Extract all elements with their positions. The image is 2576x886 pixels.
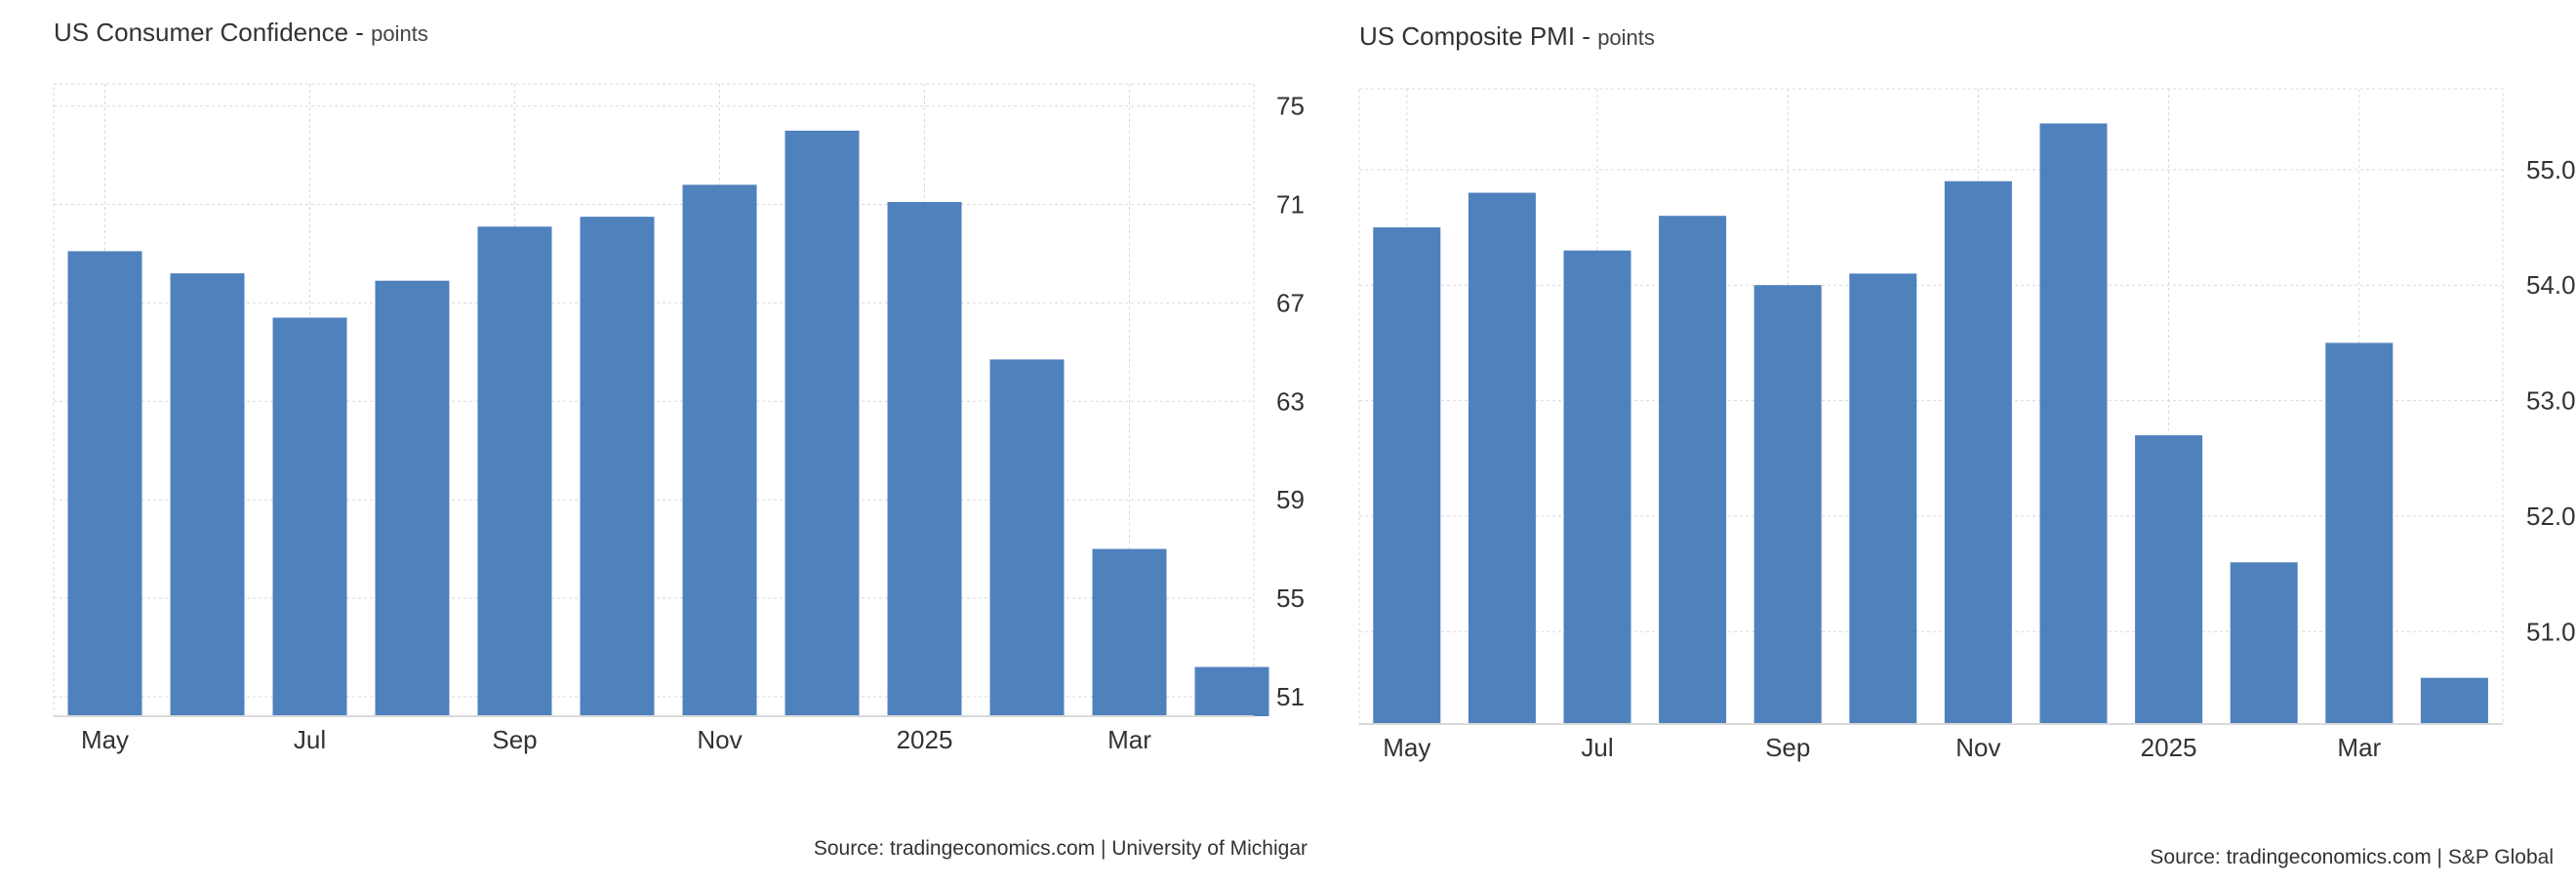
chart-unit: points [1597, 25, 1655, 50]
bar [989, 359, 1065, 716]
bar [1468, 192, 1536, 724]
y-tick-label: 55.0 [2526, 155, 2576, 184]
composite-pmi-chart: 51.0 52.0 53.0 54.0 55.0 May Jul Sep Nov 2025 Mar [1358, 88, 2576, 762]
y-tick-label: 67 [1276, 288, 1305, 317]
x-tick-label: Mar [1107, 725, 1151, 754]
y-tick-label: 53.0 [2526, 386, 2576, 416]
bar [1092, 548, 1167, 716]
chart-unit: points [371, 21, 428, 46]
bar [887, 202, 962, 717]
bar [2420, 677, 2488, 724]
bar [2230, 562, 2298, 724]
y-tick-label: 63 [1276, 386, 1305, 416]
bar [1849, 273, 1917, 724]
y-tick-label: 54.0 [2526, 270, 2576, 300]
chart-title: US Composite PMI - points [1359, 21, 1655, 51]
composite-pmi-panel: US Composite PMI - points 51.0 52.0 53.0 54… [1308, 0, 2576, 886]
y-tick-label: 51.0 [2526, 617, 2576, 646]
x-tick-label: May [1383, 733, 1430, 762]
bar [1659, 216, 1727, 724]
consumer-confidence-panel: US Consumer Confidence - points 51 55 59 63… [53, 18, 1308, 860]
bar [375, 280, 450, 716]
x-tick-label: Sep [1765, 733, 1810, 762]
chart-title: US Consumer Confidence - points [54, 18, 428, 47]
x-tick-label: 2025 [897, 725, 953, 754]
y-tick-label: 55 [1276, 584, 1305, 613]
x-tick-label: May [81, 725, 129, 754]
y-tick-label: 71 [1276, 190, 1305, 220]
bar [1944, 181, 2012, 724]
chart-source: Source: tradingeconomics.com | Universit… [813, 837, 1308, 860]
bar [67, 251, 142, 716]
bar [682, 184, 757, 716]
x-tick-label: Nov [697, 725, 742, 754]
x-tick-label: Sep [492, 725, 537, 754]
y-tick-label: 75 [1276, 92, 1305, 121]
bar [1373, 227, 1441, 724]
consumer-confidence-chart: 51 55 59 63 67 71 75 May Jul Sep Nov 2025 Mar [53, 83, 1305, 754]
x-tick-label: Mar [2337, 733, 2381, 762]
bar [2039, 123, 2108, 724]
y-tick-label: 59 [1276, 485, 1305, 514]
y-tick-label: 52.0 [2526, 502, 2576, 531]
x-tick-label: Jul [1581, 733, 1613, 762]
bar [1563, 250, 1631, 724]
bar [272, 317, 347, 716]
chart-source: Source: tradingeconomics.com | S&P Globa… [2150, 846, 2554, 868]
chart-title-text: US Composite PMI [1359, 21, 1576, 51]
y-tick-label: 51 [1276, 682, 1305, 711]
bar [580, 217, 655, 716]
x-tick-label: Nov [1955, 733, 2000, 762]
bar [1753, 285, 1822, 724]
bar [2135, 435, 2203, 724]
bar [2325, 342, 2394, 724]
bar [477, 226, 552, 716]
bar [1194, 666, 1269, 716]
x-tick-label: Jul [294, 725, 326, 754]
bar [170, 273, 245, 716]
x-tick-label: 2025 [2141, 733, 2197, 762]
chart-title-text: US Consumer Confidence [54, 18, 349, 47]
bar [785, 130, 860, 716]
